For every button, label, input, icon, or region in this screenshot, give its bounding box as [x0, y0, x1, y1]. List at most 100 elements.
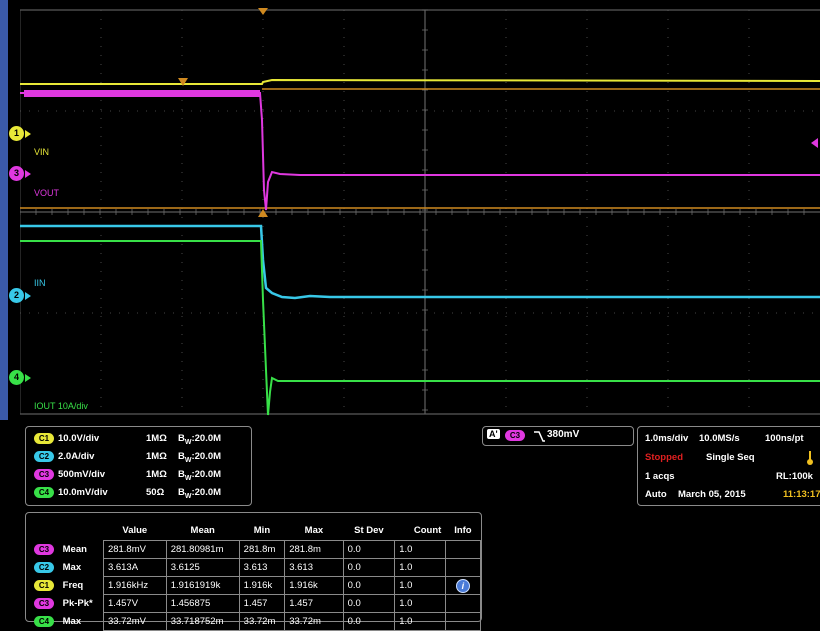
channel-3-label: VOUT: [34, 188, 60, 198]
channel-bandwidth: BW:20.0M: [178, 487, 222, 500]
measurement-channel-badge: C1: [34, 579, 54, 591]
measurement-name: Mean: [60, 544, 87, 555]
measurement-name: Max: [60, 562, 82, 573]
measurement-count: 1.0: [394, 558, 446, 577]
measurement-info: [444, 594, 482, 613]
ch1-vin-trace: [20, 78, 820, 85]
measurement-header: Min: [253, 525, 271, 536]
measurement-row[interactable]: C4 Max 33.72mV 33.718752m 33.72m 33.72m 0.0 1.…: [34, 612, 482, 631]
channel-4-marker[interactable]: 4: [9, 370, 24, 385]
record-length: RL:100k: [776, 471, 813, 482]
trigger-source-a-label: A': [487, 429, 500, 439]
channel-scale: 2.0A/div: [58, 451, 95, 462]
measurement-stdev: 0.0: [342, 540, 396, 559]
channel-impedance: 1MΩ: [146, 433, 167, 444]
channel-4-arrow-icon: [25, 374, 31, 382]
channel-3-marker[interactable]: 3: [9, 166, 24, 181]
channel-badge: C4: [34, 487, 54, 498]
channel-scale: 10.0V/div: [58, 433, 100, 444]
measurement-channel-badge: C3: [34, 543, 54, 555]
channel-badge: C2: [34, 451, 54, 462]
measurement-max: 1.457: [284, 594, 344, 613]
measurement-row[interactable]: C2 Max 3.613A 3.6125 3.613 3.613 0.0 1.0: [34, 558, 482, 577]
left-edge-bar: [0, 0, 8, 420]
measurement-value: 3.613A: [102, 558, 167, 577]
channel-scale: 10.0mV/div: [58, 487, 108, 498]
channel-scale: 500mV/div: [58, 469, 105, 480]
measurement-count: 1.0: [394, 594, 446, 613]
measurement-label: C3 Mean: [34, 541, 103, 559]
trigger-panel[interactable]: A' C3 380mV: [482, 426, 634, 446]
channel-1-marker[interactable]: 1: [9, 126, 24, 141]
measurement-name: Freq: [60, 580, 84, 591]
measurement-row[interactable]: C3 Pk-Pk* 1.457V 1.456875 1.457 1.457 0.0 1.0: [34, 594, 482, 613]
measurement-min: 3.613: [238, 558, 286, 577]
acquisition-panel[interactable]: 1.0ms/div 10.0MS/s 100ns/pt Stopped Sing…: [637, 426, 820, 506]
offscreen-marker-right: [811, 138, 818, 148]
channel-1-arrow-icon: [25, 130, 31, 138]
measurement-max: 3.613: [284, 558, 344, 577]
channel-2-label: IIN: [34, 278, 46, 288]
measurement-min: 1.457: [238, 594, 286, 613]
measurement-count: 1.0: [394, 576, 446, 595]
trigger-position-marker-top: [258, 8, 268, 15]
measurement-min: 1.916k: [238, 576, 286, 595]
measurement-header: Value: [122, 525, 148, 536]
channel-3-arrow-icon: [25, 170, 31, 178]
channel-impedance: 1MΩ: [146, 469, 167, 480]
measurements-panel[interactable]: Value Mean Min Max St Dev Count Info C3 Mean 28…: [25, 512, 482, 631]
graticule: [20, 9, 820, 415]
measurement-info: [444, 540, 482, 559]
measurement-info: [444, 558, 482, 577]
measurement-row[interactable]: C1 Freq 1.916kHz 1.9161919k 1.916k 1.916k 0.0…: [34, 576, 482, 595]
measurement-header: Mean: [190, 525, 215, 536]
trigger-slope-icon: [534, 431, 545, 442]
measurement-label: C3 Pk-Pk*: [34, 595, 103, 613]
info-icon[interactable]: i: [455, 578, 470, 593]
measurement-header: St Dev: [354, 525, 384, 536]
channel-bandwidth: BW:20.0M: [178, 451, 222, 464]
measurement-mean: 281.80981m: [165, 540, 240, 559]
waveform-display[interactable]: [20, 0, 820, 420]
channel-bandwidth: BW:20.0M: [178, 433, 222, 446]
time: 11:13:17: [783, 489, 820, 500]
channel-badge: C3: [34, 469, 54, 480]
ch2-iin-trace: [20, 224, 820, 300]
measurement-header: Max: [304, 525, 324, 536]
acquisition-count: 1 acqs: [645, 471, 675, 482]
traces: [20, 8, 820, 416]
measurement-max: 281.8m: [284, 540, 344, 559]
channel-bandwidth: BW:20.0M: [178, 469, 222, 482]
acquisition-mode: Single Seq: [706, 452, 755, 463]
measurement-count: 1.0: [394, 540, 446, 559]
channel-2-marker[interactable]: 2: [9, 288, 24, 303]
readout-area: C1 10.0V/div 1MΩ BW:20.0M C2 2.0A/div 1MΩ BW:20…: [0, 420, 820, 631]
measurement-name: Pk-Pk*: [60, 598, 93, 609]
channel-settings-panel[interactable]: C1 10.0V/div 1MΩ BW:20.0M C2 2.0A/div 1MΩ BW:20…: [25, 426, 252, 506]
ch4-iout-trace: [20, 240, 820, 416]
measurement-value: 1.457V: [102, 594, 167, 613]
trigger-channel-badge: C3: [505, 430, 525, 441]
measurements-table: Value Mean Min Max St Dev Count Info C3 Mean 28…: [34, 521, 482, 631]
measurement-header: Info: [454, 525, 472, 536]
measurement-label: C2 Max: [34, 559, 103, 577]
measurement-mean: 3.6125: [165, 558, 240, 577]
channel-2-arrow-icon: [25, 292, 31, 300]
measurement-label: C1 Freq: [34, 577, 103, 595]
channel-impedance: 1MΩ: [146, 451, 167, 462]
measurement-min: 281.8m: [238, 540, 286, 559]
measurement-info: i: [444, 576, 482, 595]
channel-badge: C1: [34, 433, 54, 444]
measurement-label: C4 Max: [34, 613, 103, 631]
measurement-mean: 1.9161919k: [165, 576, 240, 595]
acquisition-status: Stopped: [645, 452, 683, 463]
measurement-value: 281.8mV: [102, 540, 167, 559]
measurement-max: 1.916k: [284, 576, 344, 595]
resolution: 100ns/pt: [765, 433, 804, 444]
trigger-mode: Auto: [645, 489, 667, 500]
measurement-stdev: 0.0: [342, 576, 396, 595]
trigger-level: 380mV: [547, 429, 580, 440]
measurement-row[interactable]: C3 Mean 281.8mV 281.80981m 281.8m 281.8m 0.0 1…: [34, 540, 482, 559]
timebase: 1.0ms/div: [645, 433, 689, 444]
